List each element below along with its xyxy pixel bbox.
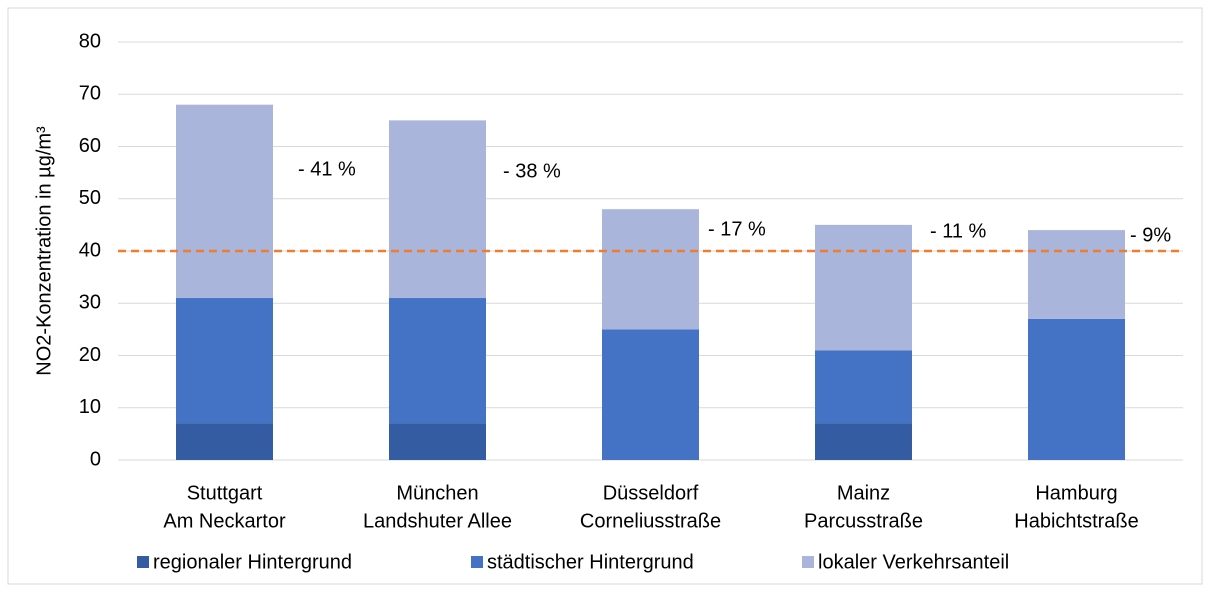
bar-segment (389, 120, 486, 299)
bar-segment (389, 298, 486, 424)
x-tick-label: München (396, 482, 478, 504)
y-tick-label: 20 (79, 344, 101, 366)
legend-swatch (802, 556, 814, 568)
y-tick-label: 60 (79, 135, 101, 157)
x-tick-label: Habichtstraße (1014, 510, 1139, 532)
bar-segment (602, 329, 699, 460)
bar-segment (815, 224, 912, 351)
x-tick-label: Landshuter Allee (363, 510, 512, 532)
bar-segment (1028, 318, 1125, 460)
bar-segment (176, 423, 273, 460)
annotation: - 17 % (708, 218, 766, 240)
annotation: - 38 % (503, 160, 561, 182)
legend-label: städtischer Hintergrund (487, 551, 694, 573)
x-tick-label: Düsseldorf (603, 482, 699, 504)
x-tick-label: Parcusstraße (804, 510, 923, 532)
y-tick-label: 30 (79, 292, 101, 314)
y-tick-label: 80 (79, 30, 101, 52)
y-tick-label: 10 (79, 396, 101, 418)
y-axis-label: NO2-Konzentration in µg/m³ (33, 126, 55, 376)
bar-segment (602, 209, 699, 330)
annotation: - 11 % (930, 220, 987, 242)
y-tick-label: 50 (79, 187, 101, 209)
y-tick-label: 0 (90, 448, 101, 470)
bar-segment (176, 298, 273, 424)
legend-label: regionaler Hintergrund (153, 551, 352, 573)
x-tick-label: Mainz (837, 482, 890, 504)
legend-swatch (471, 556, 483, 568)
legend-label: lokaler Verkehrsanteil (818, 551, 1009, 573)
x-tick-label: Corneliusstraße (580, 510, 721, 532)
x-tick-label: Am Neckartor (163, 510, 286, 532)
legend-swatch (137, 556, 149, 568)
x-tick-label: Stuttgart (187, 482, 263, 504)
annotation: - 41 % (298, 158, 356, 180)
y-tick-label: 70 (79, 83, 101, 105)
x-tick-label: Hamburg (1035, 482, 1117, 504)
bar-segment (176, 104, 273, 299)
bar-segment (389, 423, 486, 460)
bar-segment (815, 423, 912, 460)
bar-segment (1028, 230, 1125, 319)
annotation: - 9% (1130, 224, 1171, 246)
bar-segment (815, 350, 912, 424)
y-tick-label: 40 (79, 239, 101, 261)
